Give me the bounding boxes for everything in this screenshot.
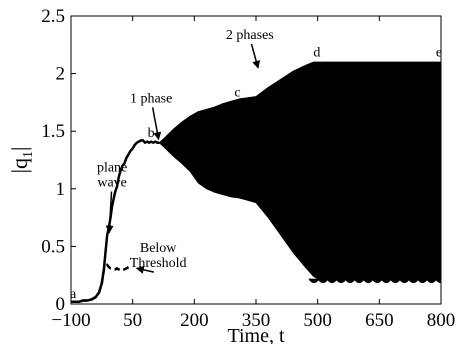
y-tick-label: 2.5 (41, 6, 65, 27)
ticks-layer: −100 50 200 350 500 650 800 0 0.5 1 1.5 2 2.5 (41, 6, 455, 331)
annotation-line: Below (140, 241, 177, 256)
envelope-bottom-ripples (308, 278, 441, 284)
x-tick-label: 50 (123, 310, 142, 331)
y-tick-label: 1 (56, 179, 66, 200)
y-axis-title: |q1| (7, 147, 36, 174)
y-tick-label: 0 (56, 294, 66, 315)
annotation-arrow (250, 43, 261, 69)
y-tick-label: 0.5 (41, 236, 65, 257)
annotation-arrow (151, 107, 162, 141)
x-tick-label: 800 (427, 310, 456, 331)
annotation-layer: plane wave 1 phase 2 phases Below Threshold (97, 28, 274, 274)
x-tick-label: 350 (242, 310, 271, 331)
y-tick-label: 2 (56, 64, 66, 85)
annotation-line: 2 phases (226, 28, 274, 43)
series-layer (71, 61, 441, 303)
y-tick-label: 1.5 (41, 121, 65, 142)
y-axis-title-end: | (7, 147, 32, 151)
point-label-a: a (70, 287, 77, 302)
annotation-text: 2 phases (226, 28, 274, 43)
below-threshold-line (71, 263, 130, 303)
annotation-arrow (135, 265, 155, 274)
annotation-text: plane wave (97, 161, 127, 191)
x-tick-label: 650 (365, 310, 394, 331)
x-tick-label: −100 (51, 310, 90, 331)
labels-layer: a b c d e (70, 45, 442, 302)
annotation-text: Below Threshold (130, 241, 187, 271)
x-axis-title: Time, t (227, 325, 285, 344)
y-axis-title-main: |q (7, 158, 32, 173)
annotation-text: 1 phase (130, 91, 172, 106)
oscillation-strokes (160, 62, 441, 279)
point-label-d: d (313, 45, 320, 60)
annotation-arrow (105, 191, 114, 234)
x-tick-label: 200 (180, 310, 209, 331)
annotation-line: wave (97, 176, 127, 191)
x-tick-label: 500 (303, 310, 332, 331)
point-label-b: b (148, 126, 155, 141)
plane-wave-line (71, 139, 160, 303)
annotation-line: plane (97, 161, 127, 176)
annotation-line: 1 phase (130, 91, 172, 106)
y-axis-title-sub: 1 (21, 151, 36, 158)
point-label-e: e (436, 45, 442, 60)
point-label-c: c (234, 86, 240, 101)
